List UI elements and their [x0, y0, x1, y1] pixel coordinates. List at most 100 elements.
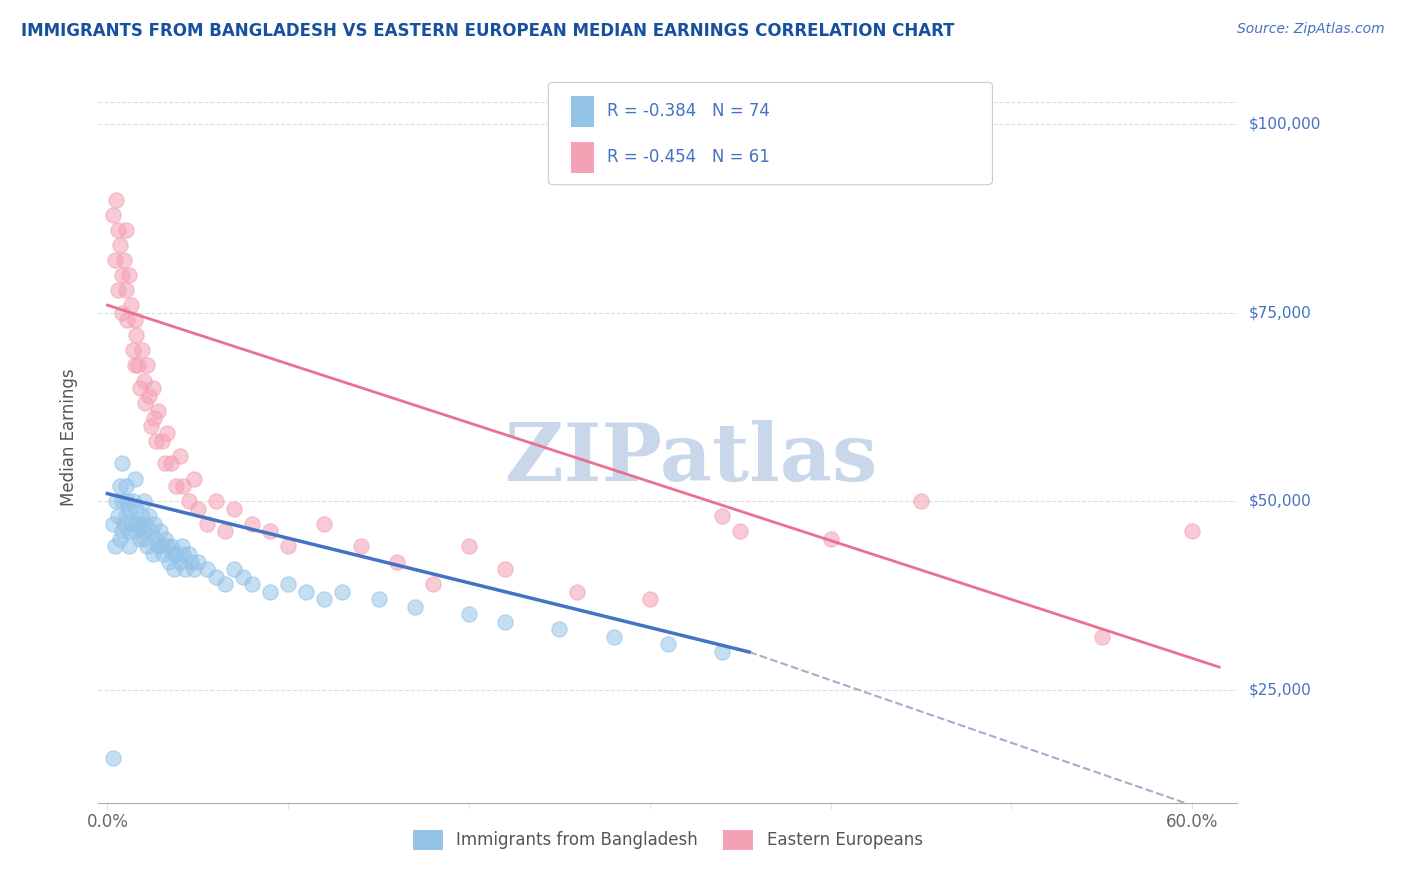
Point — [111, 524, 134, 539]
Point — [105, 193, 128, 207]
Point — [169, 449, 191, 463]
Point — [155, 532, 177, 546]
Point — [314, 592, 336, 607]
Point — [127, 359, 149, 373]
FancyBboxPatch shape — [548, 82, 993, 185]
Point — [129, 532, 152, 546]
Point — [458, 540, 481, 554]
Point — [132, 494, 155, 508]
Point — [183, 471, 205, 485]
Point — [131, 343, 153, 358]
Text: R = -0.384   N = 74: R = -0.384 N = 74 — [607, 102, 770, 120]
Point — [101, 208, 124, 222]
Point — [711, 645, 734, 659]
Point — [548, 623, 571, 637]
Point — [367, 592, 389, 607]
Point — [195, 562, 218, 576]
Point — [114, 223, 136, 237]
Point — [136, 540, 159, 554]
Point — [105, 494, 128, 508]
Point — [104, 252, 127, 267]
Point — [195, 516, 218, 531]
Legend: Immigrants from Bangladesh, Eastern Europeans: Immigrants from Bangladesh, Eastern Euro… — [406, 823, 929, 856]
Point — [107, 223, 129, 237]
Point — [277, 540, 299, 554]
Point — [277, 577, 299, 591]
Y-axis label: Median Earnings: Median Earnings — [59, 368, 77, 506]
Point — [136, 359, 159, 373]
Point — [494, 615, 516, 629]
Point — [150, 434, 173, 448]
Point — [187, 554, 209, 568]
Point — [143, 411, 166, 425]
Point — [131, 509, 153, 524]
Point — [155, 457, 177, 471]
Point — [494, 562, 516, 576]
Point — [205, 569, 228, 583]
Point — [143, 516, 166, 531]
Point — [159, 540, 181, 554]
Point — [385, 554, 408, 568]
Point — [422, 577, 444, 591]
Point — [332, 584, 354, 599]
Point — [121, 494, 143, 508]
Point — [134, 516, 156, 531]
Point — [222, 562, 245, 576]
Point — [134, 396, 156, 410]
Point — [125, 501, 148, 516]
Point — [240, 577, 263, 591]
Point — [108, 237, 131, 252]
Point — [152, 547, 174, 561]
Point — [165, 547, 187, 561]
Point — [150, 540, 173, 554]
Point — [820, 532, 842, 546]
Point — [214, 577, 236, 591]
Point — [146, 403, 169, 417]
Point — [146, 540, 169, 554]
Point — [111, 306, 134, 320]
Point — [170, 540, 193, 554]
Text: $50,000: $50,000 — [1249, 493, 1312, 508]
Point — [156, 426, 179, 441]
Point — [165, 479, 187, 493]
Point — [259, 524, 281, 539]
Point — [107, 509, 129, 524]
Point — [139, 418, 162, 433]
Text: IMMIGRANTS FROM BANGLADESH VS EASTERN EUROPEAN MEDIAN EARNINGS CORRELATION CHART: IMMIGRANTS FROM BANGLADESH VS EASTERN EU… — [21, 22, 955, 40]
Point — [157, 554, 180, 568]
Text: $75,000: $75,000 — [1249, 305, 1312, 320]
Point — [112, 252, 135, 267]
Point — [132, 532, 155, 546]
Point — [1091, 630, 1114, 644]
Point — [159, 457, 181, 471]
Point — [104, 540, 127, 554]
Point — [129, 381, 152, 395]
Point — [169, 554, 191, 568]
Point — [132, 374, 155, 388]
Point — [232, 569, 254, 583]
Point — [118, 540, 141, 554]
Point — [121, 343, 143, 358]
Point — [124, 471, 146, 485]
Point — [117, 313, 139, 327]
Point — [156, 540, 179, 554]
Point — [114, 509, 136, 524]
Point — [101, 516, 124, 531]
Point — [172, 479, 194, 493]
Point — [118, 501, 141, 516]
Point — [145, 532, 167, 546]
Point — [107, 283, 129, 297]
Point — [314, 516, 336, 531]
Point — [728, 524, 751, 539]
Point — [125, 328, 148, 343]
Point — [125, 516, 148, 531]
Point — [124, 313, 146, 327]
Point — [1181, 524, 1204, 539]
Point — [145, 434, 167, 448]
Point — [205, 494, 228, 508]
Point — [163, 562, 186, 576]
Point — [114, 479, 136, 493]
Text: R = -0.454   N = 61: R = -0.454 N = 61 — [607, 148, 770, 166]
Point — [657, 637, 679, 651]
Point — [124, 524, 146, 539]
